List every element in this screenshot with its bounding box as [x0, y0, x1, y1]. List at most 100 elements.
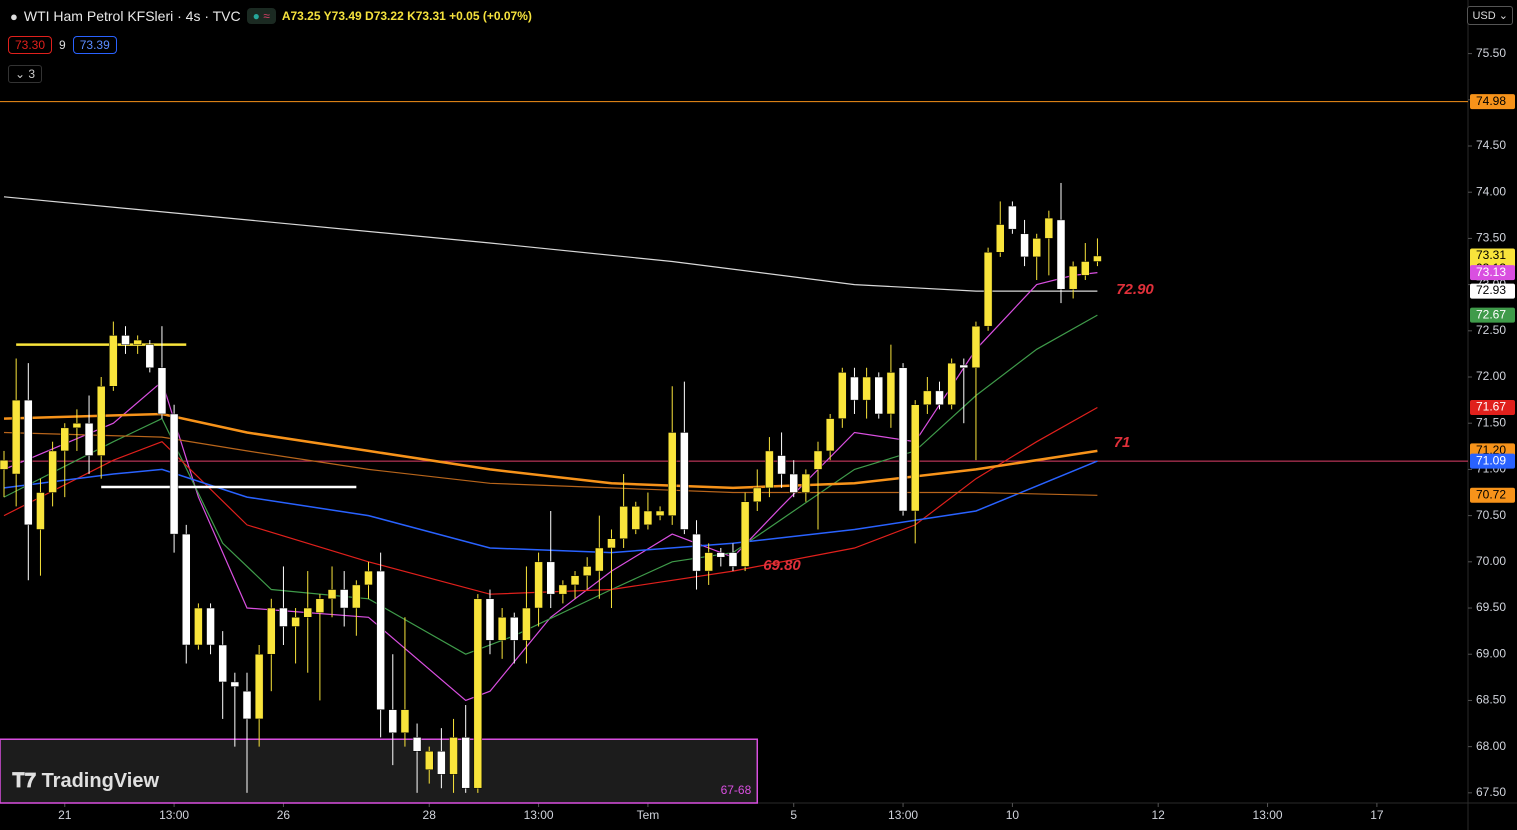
candle-body [765, 450, 774, 489]
candle-body [121, 335, 130, 345]
candle-body [813, 450, 823, 470]
x-tick-label: 26 [277, 808, 291, 822]
price-label-bg [1470, 400, 1515, 416]
candle-body [1056, 219, 1066, 290]
low: D73.22 [365, 9, 404, 23]
candle-body [947, 362, 956, 405]
candle-body [242, 690, 252, 720]
candle-body [850, 376, 859, 401]
candle-body [874, 376, 884, 415]
candle-body [339, 589, 349, 609]
candle-body [291, 617, 300, 627]
candle-body [181, 533, 191, 646]
candle-body [1068, 265, 1078, 290]
candle-body [886, 372, 896, 415]
candle-body [1093, 255, 1102, 262]
candle-body [935, 390, 944, 405]
y-tick-label: 70.00 [1476, 554, 1506, 568]
y-tick-label: 75.50 [1476, 46, 1506, 60]
zone-label: 67-68 [721, 783, 752, 797]
candle-body [1020, 233, 1029, 258]
candle-body [461, 737, 470, 789]
moving-average [3, 412, 1098, 490]
logo: 𝐓𝟕 TradingView [12, 770, 160, 792]
candle-body [923, 390, 932, 405]
price-label-bg [1470, 453, 1515, 469]
y-tick-label: 68.50 [1476, 693, 1506, 707]
moving-average [3, 460, 1098, 554]
candle-body [400, 709, 410, 734]
candle-body [194, 607, 203, 646]
x-tick-label: 10 [1006, 808, 1020, 822]
candle-body [716, 552, 726, 558]
candle-body [570, 575, 580, 586]
y-tick-label: 67.50 [1476, 785, 1506, 799]
candle-body [11, 399, 21, 475]
y-tick-label: 73.50 [1476, 231, 1506, 245]
annotation: 72.90 [1116, 281, 1154, 298]
x-tick-label: 28 [423, 808, 437, 822]
open: A73.25 [281, 9, 321, 23]
candle-body [801, 473, 811, 493]
candle-body [753, 487, 762, 503]
candle-body [510, 617, 519, 641]
currency-button[interactable]: USD ⌄ [1467, 6, 1513, 25]
candle-body [643, 510, 653, 526]
x-tick-label: 13:00 [159, 808, 189, 822]
candle-body [388, 709, 398, 734]
y-tick-label: 71.50 [1476, 415, 1506, 429]
y-tick-label: 74.00 [1476, 184, 1506, 198]
x-tick-label: 21 [58, 808, 72, 822]
candle-body [1032, 238, 1041, 258]
candle-body [24, 399, 33, 526]
indicators-toggle[interactable]: ⌄ 3 [8, 65, 43, 83]
candle-body [72, 422, 82, 429]
candle-body [1008, 205, 1017, 230]
x-tick-label: 13:00 [1253, 808, 1283, 822]
status-icon: ≈ [263, 9, 270, 23]
y-tick-label: 72.50 [1476, 323, 1506, 337]
x-tick-label: 13:00 [524, 808, 554, 822]
candle-body [96, 386, 106, 456]
candle-body [1081, 261, 1090, 276]
candle-body [485, 598, 495, 641]
y-tick-label: 74.50 [1476, 138, 1506, 152]
indicator-count: 3 [28, 67, 36, 81]
candle-body [169, 413, 179, 535]
zone [0, 738, 759, 804]
price-label-bg [1470, 265, 1515, 281]
candle-body [424, 751, 434, 770]
y-tick-label: 70.50 [1476, 508, 1506, 522]
candle-body [133, 339, 142, 345]
y-tick-label: 72.00 [1476, 369, 1506, 383]
header: ● WTI Ham Petrol KFSleri · 4s · TVC ● ≈ … [10, 8, 532, 24]
candle-body [667, 432, 677, 516]
candle-body [680, 432, 689, 530]
candle-body [206, 607, 215, 646]
candle-body [327, 589, 337, 600]
candle-body [279, 607, 288, 627]
sell-button[interactable]: 73.30 [8, 36, 53, 54]
x-tick-label: 12 [1152, 808, 1166, 822]
candle-body [412, 737, 422, 752]
price-label: 73.13 [1476, 265, 1506, 279]
annotation: 69.80 [763, 557, 801, 574]
status[interactable]: ● ≈ [246, 8, 276, 24]
x-tick-label: 13:00 [888, 808, 918, 822]
price-label-bg [1470, 487, 1515, 503]
candle-body [546, 561, 555, 595]
price-label-bg [1470, 94, 1515, 110]
candle-body [582, 566, 592, 576]
symbol-title[interactable]: WTI Ham Petrol KFSleri · 4s · TVC [23, 8, 241, 24]
candle-body [607, 538, 616, 549]
candle-body [838, 372, 847, 419]
price-label-bg [1470, 283, 1515, 299]
price-label: 71.67 [1476, 400, 1506, 414]
price-label-bg [1470, 307, 1515, 323]
candle-body [862, 376, 871, 401]
price-label: 72.93 [1476, 283, 1506, 297]
candle-body [789, 473, 798, 493]
candle-body [1044, 217, 1054, 239]
buy-button[interactable]: 73.39 [72, 36, 117, 54]
